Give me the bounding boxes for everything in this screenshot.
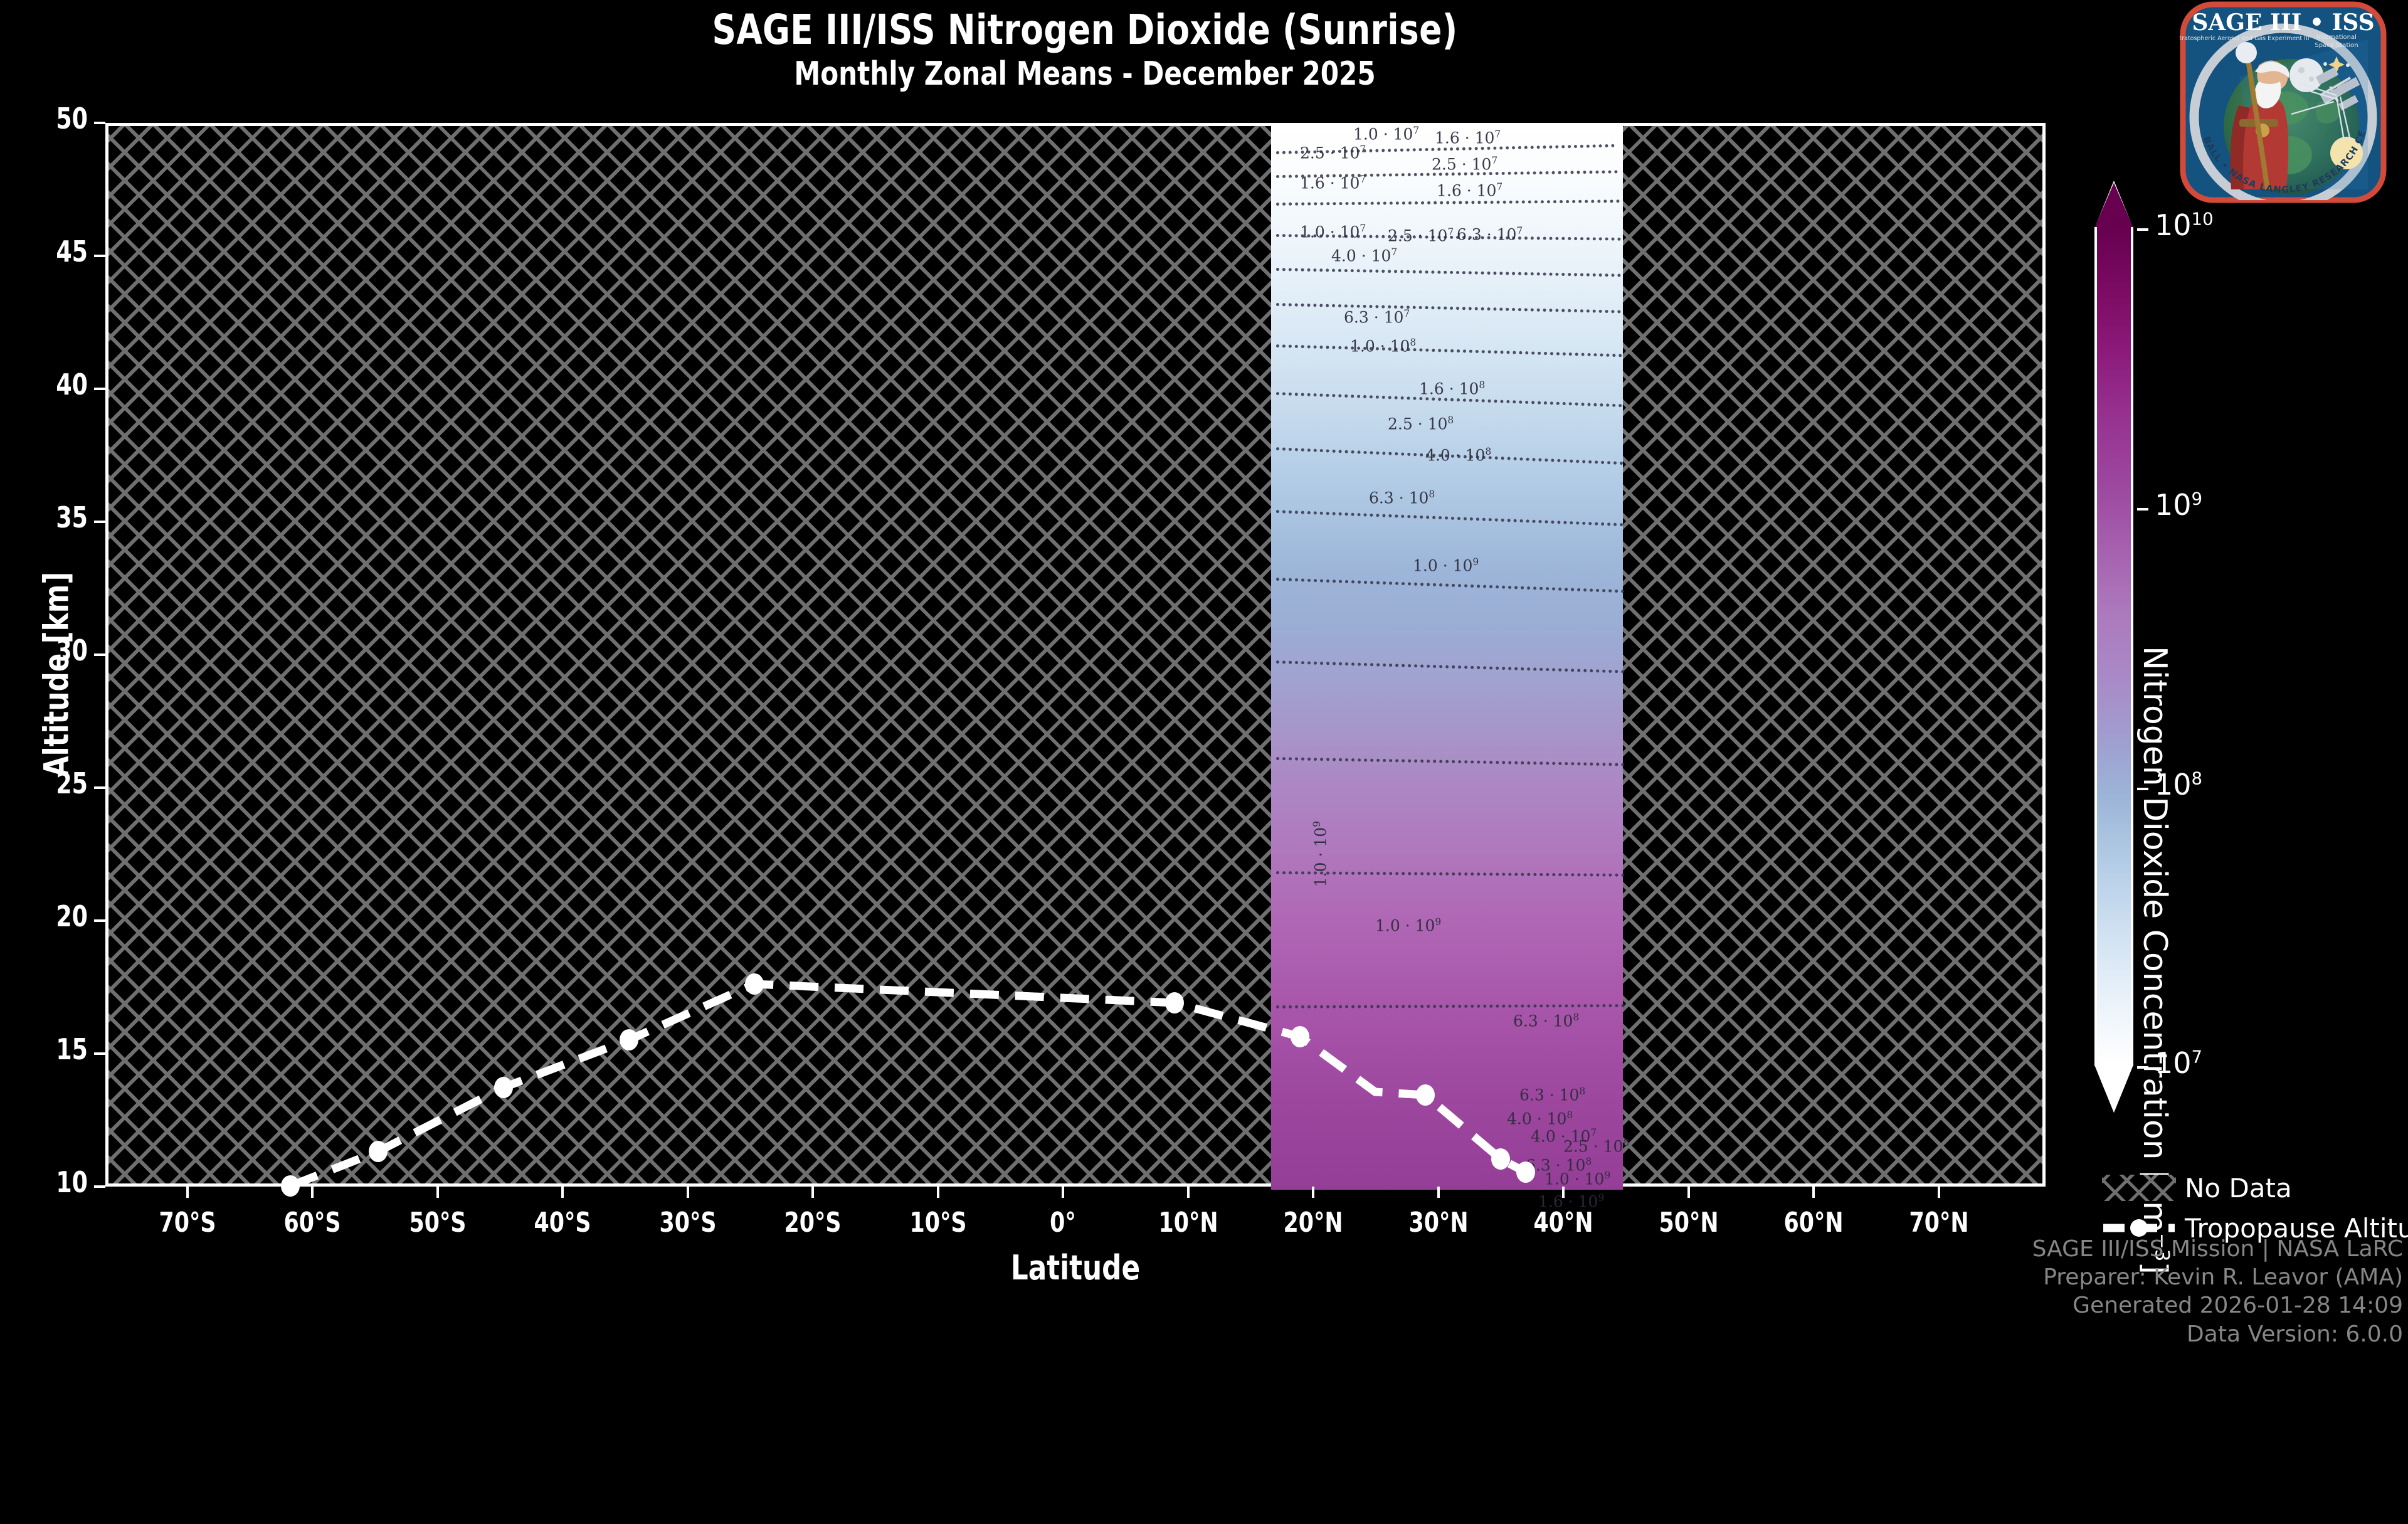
contour-label: 4.0 · 107 [1531,1127,1597,1146]
logo-subtitle-left: Stratospheric Aerosol and Gas Experiment… [2180,35,2310,42]
page-title: SAGE III/ISS Nitrogen Dioxide (Sunrise) [712,6,1458,54]
colorbar-tick-label: 109 [2155,488,2203,522]
x-tick-label: 10°S [909,1207,967,1239]
contour-label: 6.3 · 108 [1519,1086,1586,1104]
colorbar-tick-label: 108 [2155,768,2203,802]
x-tick-label: 30°S [659,1207,717,1239]
contour-label: 2.5 · 107 [1388,226,1454,245]
legend-item-tropopause[interactable]: Tropopause Altitude [2102,1208,2408,1248]
x-tick-label: 10°N [1158,1207,1218,1239]
y-tick-label: 50 [56,102,88,135]
contour-label: 1.6 · 107 [1435,129,1501,147]
footer-line-generated: Generated 2026-01-28 14:09 [2073,1293,2403,1319]
logo-subtitle-right-1: International [2316,34,2357,41]
colorbar-extend-max-arrow [2094,181,2133,228]
logo-title: SAGE III • ISS [2192,9,2374,36]
x-tick-label: 60°S [283,1207,341,1239]
x-tick-label: 30°N [1408,1207,1469,1239]
legend-item-no-data[interactable]: No Data [2102,1168,2403,1208]
footer-line-mission: SAGE III/ISS Mission | NASA LaRC [2032,1236,2403,1262]
contour-label: 1.0 · 107 [1353,125,1420,144]
colorbar-gradient [2094,227,2133,1066]
contour-label: 1.6 · 109 [1538,1192,1605,1211]
x-tick-label: 0° [1050,1207,1076,1239]
y-tick-label: 30 [56,633,88,667]
y-tick-label: 40 [56,368,88,401]
contour-label: 1.6 · 108 [1419,379,1486,398]
nitrogen-dioxide-mesh [1271,126,1623,1190]
contour-label: 2.5 · 107 [1300,144,1366,162]
x-tick-label: 20°S [784,1207,842,1239]
y-axis-title: Altitude [km] [36,571,77,778]
contour-label: 1.0 · 107 [1300,223,1366,241]
x-tick-label: 50°N [1659,1207,1719,1239]
contour-label: 6.3 · 108 [1526,1156,1592,1175]
y-tick-label: 15 [56,1032,88,1066]
y-tick-label: 10 [56,1165,88,1199]
colorbar-extend-min-arrow [2094,1065,2133,1113]
colorbar-tick-label: 107 [2155,1046,2203,1080]
footer-credits: SAGE III/ISS Mission | NASA LaRC Prepare… [2032,1235,2403,1348]
x-tick-label: 60°N [1783,1207,1844,1239]
plot-area: 1.0 · 107 1.6 · 107 2.5 · 107 2.5 · 107 … [105,123,2046,1210]
no-data-hatch-background [108,126,2042,1183]
contour-label: 6.3 · 108 [1513,1012,1580,1030]
contour-label: 1.0 · 108 [1350,337,1417,356]
colorbar-tick-label: 1010 [2155,208,2214,242]
x-tick-label: 70°N [1909,1207,1969,1239]
contour-label: 4.0 · 107 [1331,246,1398,265]
footer-line-preparer: Preparer: Kevin R. Leavor (AMA) [2043,1264,2403,1290]
contour-label: 1.6 · 107 [1300,174,1366,193]
y-tick-label: 35 [56,500,88,534]
y-tick-label: 20 [56,899,88,933]
tropopause-altitude-line [281,973,1535,1197]
no-data-hatch-swatch [2102,1175,2176,1201]
legend: No Data Tropopause Altitude [2102,1168,2408,1248]
x-tick-label: 20°N [1283,1207,1343,1239]
colorbar-tick [2137,508,2148,511]
contour-label: 1.0 · 109 [1375,916,1442,935]
contour-label: 2.5 · 107 [1432,155,1498,174]
x-tick-label: 40°S [534,1207,591,1239]
logo-subtitle-right-2: Space Station [2315,42,2358,49]
contour-label: 2.5 · 108 [1388,415,1454,433]
contour-label: 6.3 · 107 [1344,308,1410,327]
legend-label: Tropopause Altitude [2185,1212,2408,1244]
colorbar-title: Nitrogen Dioxide Concentration [cm−3] [2136,646,2173,1524]
x-tick-label: 70°S [159,1207,216,1239]
contour-label: 6.3 · 107 [1457,225,1523,244]
colorbar-title-text: Nitrogen Dioxide Concentration [cm [2136,646,2173,1233]
title-block: SAGE III/ISS Nitrogen Dioxide (Sunrise) … [0,6,2170,93]
contour-label: 6.3 · 108 [1369,489,1435,507]
sage-iii-iss-mission-patch-logo: SAGE III • ISS Stratospheric Aerosol and… [2175,0,2387,203]
x-axis-title: Latitude [1010,1248,1141,1288]
colorbar-tick [2137,788,2148,790]
colorbar[interactable]: 1010 109 108 107 [2094,181,2214,1113]
x-tick-label: 50°S [409,1207,467,1239]
colorbar-tick [2137,1066,2148,1069]
contour-label: 1.0 · 109 [1545,1170,1611,1188]
contour-label: 4.0 · 108 [1425,446,1492,465]
x-tick-label: 40°N [1533,1207,1593,1239]
footer-line-version: Data Version: 6.0.0 [2187,1321,2403,1347]
contour-label: 4.0 · 108 [1507,1109,1573,1128]
tropopause-line-swatch [2102,1215,2176,1241]
contour-label: 1.6 · 107 [1437,181,1503,200]
y-tick-label: 25 [56,766,88,800]
y-tick-label: 45 [56,235,88,268]
page-subtitle: Monthly Zonal Means - December 2025 [794,55,1376,93]
contour-label: 1.0 · 109 [1413,556,1479,575]
contour-label: 2.5 · 108 [1563,1137,1630,1156]
colorbar-tick [2137,228,2148,231]
legend-label: No Data [2185,1172,2292,1204]
